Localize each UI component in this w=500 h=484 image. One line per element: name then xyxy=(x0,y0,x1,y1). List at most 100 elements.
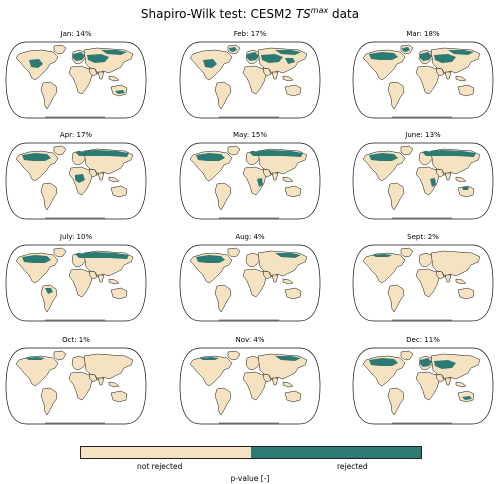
rejected-europe xyxy=(420,52,432,61)
rejected-australia-south xyxy=(115,90,125,94)
land-australia xyxy=(110,287,128,300)
land-europe xyxy=(418,252,434,268)
land-india xyxy=(271,172,279,181)
land-australia xyxy=(110,185,128,198)
land-arabia xyxy=(435,168,445,178)
land-india xyxy=(97,71,105,80)
land-australia xyxy=(110,390,128,403)
land-north-america xyxy=(189,355,233,387)
rejected-siberia xyxy=(275,50,301,55)
land-india xyxy=(444,377,452,386)
rejected-arctic-canada xyxy=(372,254,392,257)
land-south-america xyxy=(214,182,232,211)
land-south-america xyxy=(214,284,232,313)
rejected-canada xyxy=(369,52,398,60)
rejected-europe xyxy=(420,358,432,367)
land-se-asia xyxy=(108,381,120,388)
world-map xyxy=(352,142,494,220)
map-panel: Jan: 14% xyxy=(5,30,147,122)
land-africa xyxy=(415,268,440,298)
land-arabia xyxy=(262,168,272,178)
land-africa xyxy=(242,268,267,298)
rejected-east-asia xyxy=(285,58,295,64)
land-south-america xyxy=(40,284,58,313)
map-panel: Aug: 4% xyxy=(179,233,321,325)
title-suffix: data xyxy=(328,7,360,21)
rejected-europe xyxy=(73,52,85,61)
land-arabia xyxy=(435,270,445,280)
rejected-africa-east xyxy=(257,178,263,187)
rejected-canada xyxy=(22,255,51,263)
panel-title: Sept: 2% xyxy=(407,233,439,241)
land-india xyxy=(97,172,105,181)
map-panel: Dec: 11% xyxy=(352,336,494,428)
rejected-siberia xyxy=(448,50,474,55)
world-map xyxy=(352,347,494,425)
land-arabia xyxy=(88,168,98,178)
colorbar-rejected xyxy=(251,447,421,458)
land-africa xyxy=(68,65,93,95)
rejected-central-asia xyxy=(261,54,283,63)
land-greenland xyxy=(400,145,414,156)
land-se-asia xyxy=(282,75,294,82)
land-greenland xyxy=(53,44,67,55)
rejected-arctic-canada xyxy=(25,357,45,360)
rejected-northern-eurasia xyxy=(75,252,129,259)
land-india xyxy=(271,274,279,283)
world-map xyxy=(5,244,147,322)
land-arabia xyxy=(435,373,445,383)
land-africa xyxy=(242,65,267,95)
land-india xyxy=(444,71,452,80)
land-se-asia xyxy=(455,176,467,183)
land-australia xyxy=(457,287,475,300)
land-se-asia xyxy=(108,75,120,82)
land-greenland xyxy=(227,247,241,258)
land-asia xyxy=(83,353,134,381)
rejected-europe xyxy=(247,52,259,61)
land-greenland xyxy=(400,350,414,361)
world-map xyxy=(179,347,321,425)
panel-title: May: 15% xyxy=(232,131,268,139)
map-panel: July: 10% xyxy=(5,233,147,325)
world-map xyxy=(179,41,321,119)
world-map xyxy=(5,142,147,220)
rejected-canada xyxy=(196,153,225,161)
land-australia xyxy=(284,390,302,403)
rejected-central-north-america xyxy=(29,59,43,68)
rejected-central-asia xyxy=(87,54,109,63)
colorbar-label-rejected: rejected xyxy=(337,462,368,471)
land-india xyxy=(271,71,279,80)
land-arabia xyxy=(262,270,272,280)
land-australia xyxy=(284,185,302,198)
rejected-arctic-canada xyxy=(199,357,219,360)
rejected-africa-east xyxy=(430,178,436,187)
rejected-siberia xyxy=(101,50,127,55)
title-sup: max xyxy=(310,6,329,15)
rejected-siberia xyxy=(275,253,301,258)
colorbar-not-rejected xyxy=(81,447,251,458)
title-prefix: Shapiro-Wilk test: CESM2 xyxy=(140,7,296,21)
land-se-asia xyxy=(455,278,467,285)
rejected-central-north-america xyxy=(203,59,217,68)
land-se-asia xyxy=(455,381,467,388)
rejected-siberia xyxy=(275,356,301,361)
land-australia xyxy=(457,185,475,198)
land-south-america xyxy=(214,387,232,416)
panel-title: July: 10% xyxy=(59,233,93,241)
land-asia xyxy=(430,250,481,278)
land-africa xyxy=(68,371,93,401)
rejected-canada xyxy=(369,358,398,366)
land-south-america xyxy=(40,182,58,211)
rejected-australia-south xyxy=(462,396,472,400)
land-south-america xyxy=(387,284,405,313)
map-panel: Mar: 18% xyxy=(352,30,494,122)
land-europe xyxy=(245,252,261,268)
land-india xyxy=(97,274,105,283)
land-greenland xyxy=(400,247,414,258)
rejected-south-america-north xyxy=(45,288,53,294)
land-south-america xyxy=(387,387,405,416)
rejected-australia-north xyxy=(462,187,469,190)
map-panel: Oct: 1% xyxy=(5,336,147,428)
land-south-america xyxy=(40,81,58,110)
land-europe xyxy=(245,355,261,371)
